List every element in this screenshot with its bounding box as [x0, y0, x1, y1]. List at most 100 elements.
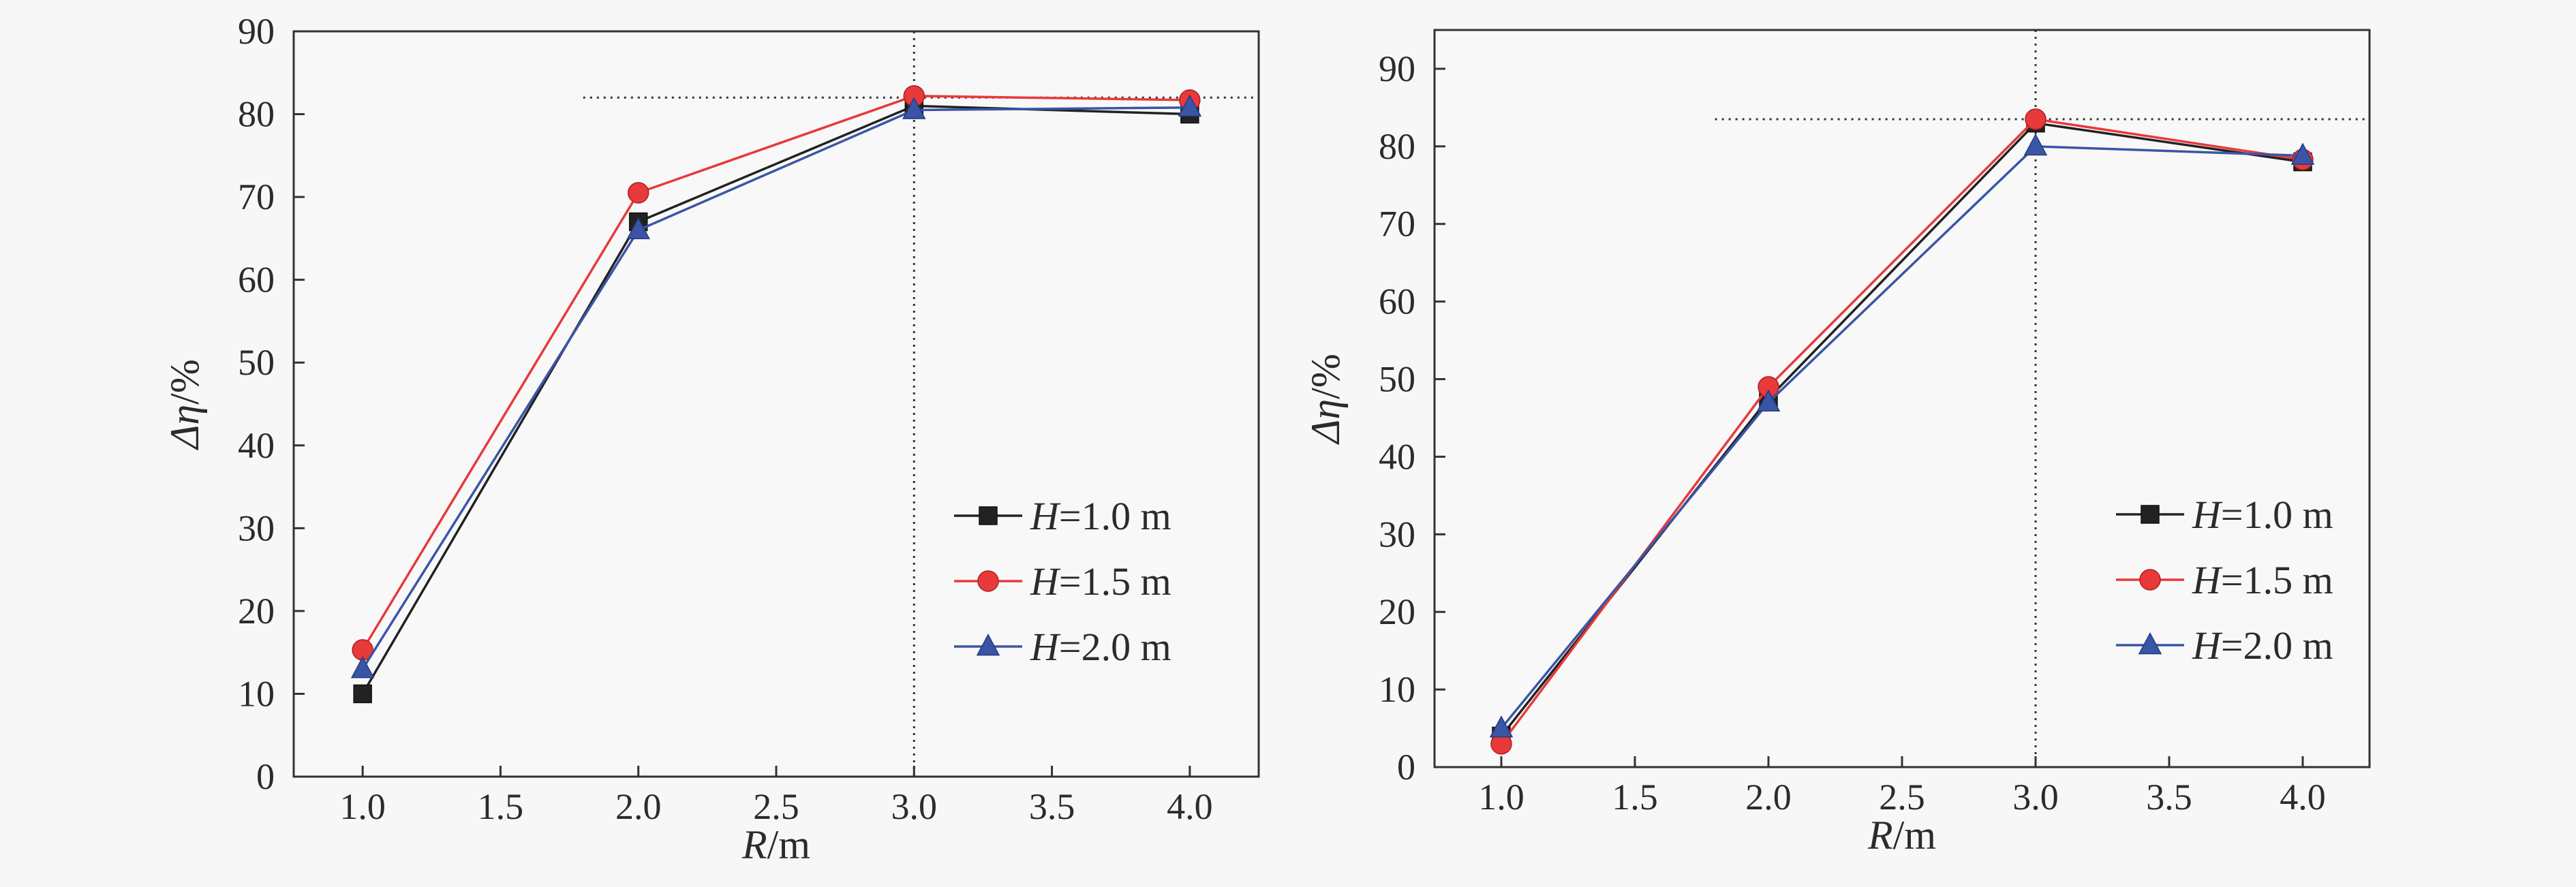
legend-label: H=2.0 m	[2192, 623, 2333, 668]
y-tick-label: 80	[238, 94, 275, 135]
legend-label-value: =1.0 m	[2221, 493, 2333, 537]
y-tick-label: 60	[1379, 281, 1415, 322]
y-tick-label: 50	[1379, 359, 1415, 400]
legend-label-var: H	[1030, 494, 1061, 538]
legend-item: H=1.5 m	[954, 559, 1171, 604]
data-point	[1178, 94, 1202, 117]
data-point	[1489, 715, 1514, 738]
x-tick-label: 2.5	[1879, 777, 1925, 818]
y-tick-label: 80	[1379, 126, 1415, 167]
x-tick-label: 3.5	[1029, 786, 1075, 827]
chart-2: 1.0 1.5 2.0 2.5 3.0 3.5 4.0 0 10 20 30 40 50 60 70 80 90…	[1303, 29, 2371, 858]
x-tick-label: 1.0	[339, 786, 386, 827]
legend-label-value: =1.5 m	[1059, 559, 1171, 604]
legend-label-var: H	[2192, 493, 2223, 537]
y-axis-title-var: Δη	[162, 405, 207, 450]
series-line	[361, 104, 1190, 695]
x-tick-label: 1.5	[1612, 777, 1658, 818]
y-axis-title-var: Δη	[1303, 399, 1348, 445]
data-point	[1756, 389, 1781, 412]
legend-label-var: H	[2192, 558, 2223, 602]
y-tick-label: 40	[238, 425, 275, 466]
data-point	[350, 656, 375, 679]
y-tick-label: 20	[238, 591, 275, 632]
legend-swatch-marker	[2141, 505, 2160, 524]
series-line	[361, 106, 1190, 670]
y-tick-label: 10	[1379, 669, 1415, 710]
x-tick-label: 3.5	[2146, 777, 2192, 818]
x-axis-title-unit: /m	[1893, 813, 1936, 858]
x-axis-title: R/m	[741, 822, 810, 867]
x-axis-title-unit: /m	[767, 822, 810, 867]
legend-item: H=1.0 m	[2116, 493, 2333, 537]
y-axis-title: Δη/%	[162, 359, 207, 450]
legend-label-var: H	[2192, 623, 2223, 668]
series-line	[1500, 145, 2303, 730]
legend: H=1.0 mH=1.5 mH=2.0 m	[954, 494, 1171, 669]
y-tick-label: 50	[238, 342, 275, 383]
plot-area	[292, 30, 1260, 778]
x-axis-title: R/m	[1867, 813, 1936, 858]
legend-item: H=1.5 m	[2116, 558, 2333, 602]
legend-item: H=1.0 m	[954, 494, 1171, 538]
data-point	[2025, 108, 2046, 130]
legend-swatch-marker	[2138, 632, 2162, 655]
y-tick-label: 70	[1379, 204, 1415, 245]
legend: H=1.0 mH=1.5 mH=2.0 m	[2116, 493, 2333, 668]
x-axis-title-var: R	[741, 822, 767, 867]
y-tick-label: 30	[1379, 514, 1415, 555]
y-tick-label: 10	[238, 673, 275, 714]
x-tick-label: 4.0	[2280, 777, 2326, 818]
y-tick-label: 70	[238, 176, 275, 217]
data-point	[627, 182, 649, 204]
data-point	[2290, 142, 2315, 165]
x-tick-label: 3.0	[891, 786, 938, 827]
x-tick-label: 2.5	[753, 786, 799, 827]
legend-label-value: =1.0 m	[1059, 494, 1171, 538]
legend-item: H=2.0 m	[954, 625, 1171, 669]
legend-label-value: =1.5 m	[2221, 558, 2333, 602]
data-point	[2023, 133, 2048, 156]
legend-label: H=2.0 m	[1030, 625, 1171, 669]
data-point	[626, 217, 650, 240]
y-tick-label: 20	[1379, 591, 1415, 632]
legend-label-var: H	[1030, 559, 1061, 604]
legend-label: H=1.5 m	[2192, 558, 2333, 602]
x-tick-label: 2.0	[615, 786, 662, 827]
y-tick-label: 90	[1379, 48, 1415, 89]
y-tick-label: 40	[1379, 436, 1415, 477]
legend-label-value: =2.0 m	[1059, 625, 1171, 669]
legend-label: H=1.0 m	[2192, 493, 2333, 537]
y-axis-title-unit: /%	[162, 359, 207, 405]
chart-1: 1.0 1.5 2.0 2.5 3.0 3.5 4.0 0 10 20 30 40 50 60 70 80 90…	[162, 11, 1260, 867]
legend-label-value: =2.0 m	[2221, 623, 2333, 668]
legend-swatch-marker	[2139, 569, 2161, 591]
legend-label: H=1.0 m	[1030, 494, 1171, 538]
x-tick-label: 1.0	[1478, 777, 1524, 818]
x-tick-label: 2.0	[1745, 777, 1792, 818]
y-tick-label: 90	[238, 11, 275, 52]
data-point	[353, 684, 372, 704]
x-axis-title-var: R	[1867, 813, 1893, 858]
y-tick-label: 0	[256, 756, 275, 797]
x-tick-label: 1.5	[478, 786, 524, 827]
x-tick-label: 4.0	[1167, 786, 1213, 827]
series-3	[1489, 133, 2315, 738]
x-tick-label: 3.0	[2012, 777, 2059, 818]
legend-item: H=2.0 m	[2116, 623, 2333, 668]
y-axis-title-unit: /%	[1303, 354, 1348, 399]
legend-label: H=1.5 m	[1030, 559, 1171, 604]
y-tick-label: 30	[238, 508, 275, 548]
y-tick-label: 0	[1397, 747, 1415, 788]
legend-swatch-marker	[979, 506, 998, 525]
legend-swatch-marker	[977, 570, 999, 592]
series-line	[361, 95, 1190, 651]
legend-swatch-marker	[976, 634, 1000, 656]
data-point	[902, 97, 926, 119]
y-tick-label: 60	[238, 260, 275, 300]
y-axis-title: Δη/%	[1303, 354, 1348, 445]
series-3	[350, 94, 1202, 679]
legend-label-var: H	[1030, 625, 1061, 669]
